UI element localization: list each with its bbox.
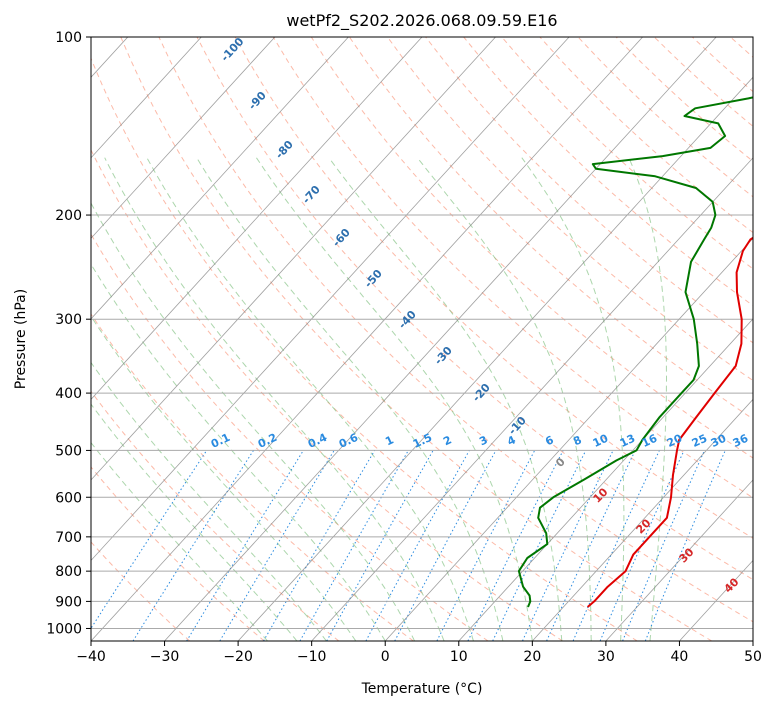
isotherm-line <box>91 37 202 159</box>
x-tick-label: 20 <box>523 649 541 665</box>
dry-adiabat-line <box>272 37 753 499</box>
mixing-ratio-line <box>622 450 705 641</box>
dewpoint-profile-line <box>517 96 753 608</box>
mixing-ratio-line <box>436 450 536 641</box>
mixing-ratio-label: 10 <box>591 432 611 450</box>
moist-adiabat-line <box>521 157 625 641</box>
dry-adiabat-line <box>91 57 638 641</box>
isotherm-line <box>91 37 496 481</box>
isotherm-line <box>384 237 753 641</box>
y-tick-label: 500 <box>55 443 82 459</box>
dry-adiabat-line <box>387 37 753 382</box>
mixing-ratio-line <box>572 450 660 641</box>
y-tick-label: 200 <box>55 208 82 224</box>
dry-adiabat-line <box>769 37 775 641</box>
y-axis: 100 200 300 400 500 600 700 800 900 1000 <box>46 30 91 637</box>
mixing-ratio-label: 13 <box>618 432 637 450</box>
temperature-profile-line <box>586 236 753 608</box>
mixing-ratio-line <box>394 450 497 641</box>
y-tick-label: 1000 <box>46 621 82 637</box>
isotherm-line <box>311 157 753 641</box>
dry-adiabat-line <box>91 148 563 641</box>
isotherm-line <box>605 479 753 641</box>
plot-frame <box>90 36 754 642</box>
y-tick-label: 900 <box>55 594 82 610</box>
dry-adiabat-line <box>348 37 753 420</box>
isotherm-line <box>752 640 753 641</box>
isotherm-line <box>532 398 753 641</box>
x-tick-label: −40 <box>76 649 106 665</box>
dry-adiabat-line <box>91 466 265 641</box>
isotherm-line <box>164 37 717 641</box>
y-tick-label: 700 <box>55 530 82 546</box>
mixing-ratio-label: 36 <box>731 432 751 450</box>
x-tick-label: 30 <box>597 649 615 665</box>
moist-adiabat-line <box>328 157 563 641</box>
dry-adiabat-line <box>463 37 753 307</box>
dry-adiabat-line <box>91 233 489 641</box>
mixing-ratio-label: 20 <box>665 432 685 450</box>
x-axis: −40 −30 −20 −10 0 10 20 30 40 50 <box>76 641 762 665</box>
isotherm-line <box>91 37 643 641</box>
mixing-ratio-line <box>132 450 254 641</box>
y-tick-label: 400 <box>55 386 82 402</box>
mixing-ratio-line <box>91 450 208 630</box>
x-tick-label: −30 <box>150 649 180 665</box>
y-tick-label: 800 <box>55 564 82 580</box>
mixing-ratio-line <box>186 450 304 641</box>
isotherm-line <box>458 318 753 641</box>
x-tick-label: 10 <box>450 649 468 665</box>
x-tick-label: 0 <box>381 649 390 665</box>
mixing-ratio-label: 25 <box>690 432 709 450</box>
mixing-ratio-line <box>365 450 470 641</box>
moist-adiabat-line <box>417 157 592 641</box>
mixing-ratio-line <box>299 450 409 641</box>
chart-title: wetPf2_S202.2026.068.09.59.E16 <box>286 11 557 31</box>
moist-adiabat-line <box>255 157 533 641</box>
x-tick-label: −20 <box>223 649 253 665</box>
mixing-ratio-line <box>599 450 685 641</box>
mixing-ratio-line <box>467 450 564 641</box>
mixing-ratio-line <box>326 450 434 641</box>
mixing-ratio-label: 16 <box>640 432 660 450</box>
isotherm-line <box>237 76 753 641</box>
x-tick-label: −10 <box>297 649 327 665</box>
sounding-profiles <box>517 96 753 608</box>
isotherm-line <box>91 37 349 320</box>
mixing-ratio-label: 30 <box>709 432 729 450</box>
y-tick-label: 600 <box>55 490 82 506</box>
y-axis-label: Pressure (hPa) <box>13 289 29 389</box>
moist-adiabat-line <box>91 315 357 641</box>
y-tick-label: 300 <box>55 312 82 328</box>
y-tick-label: 100 <box>55 30 82 46</box>
x-tick-label: 50 <box>744 649 762 665</box>
isotherm-line <box>91 37 570 562</box>
moist-adiabat-line <box>91 263 386 641</box>
x-tick-label: 40 <box>671 649 689 665</box>
background-lines <box>91 37 775 641</box>
x-axis-label: Temperature (°C) <box>361 681 483 697</box>
isotherm-line <box>91 37 276 239</box>
plot-background <box>91 37 753 641</box>
dry-adiabat-line <box>158 37 753 623</box>
isotherm-line <box>91 37 423 400</box>
